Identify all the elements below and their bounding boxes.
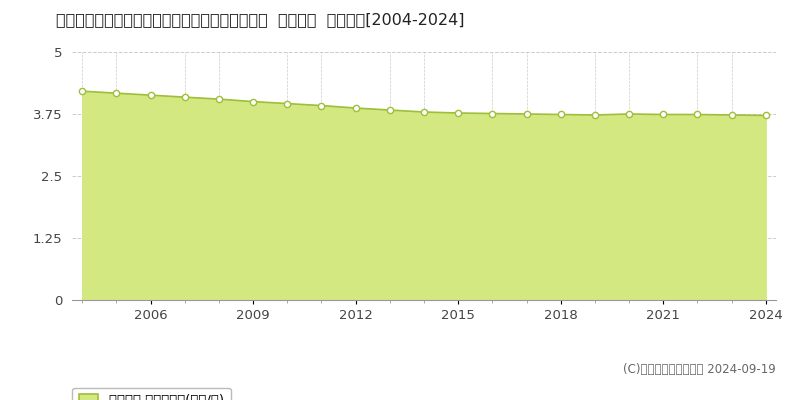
Text: 茨城県那珂郡東海村大字豊岡字西の妻４６０番２  基準地価  地価推移[2004-2024]: 茨城県那珂郡東海村大字豊岡字西の妻４６０番２ 基準地価 地価推移[2004-20… [56,12,465,27]
Legend: 基準地価 平均坪単価(万円/坪): 基準地価 平均坪単価(万円/坪) [72,388,230,400]
Text: (C)土地価格ドットコム 2024-09-19: (C)土地価格ドットコム 2024-09-19 [623,363,776,376]
